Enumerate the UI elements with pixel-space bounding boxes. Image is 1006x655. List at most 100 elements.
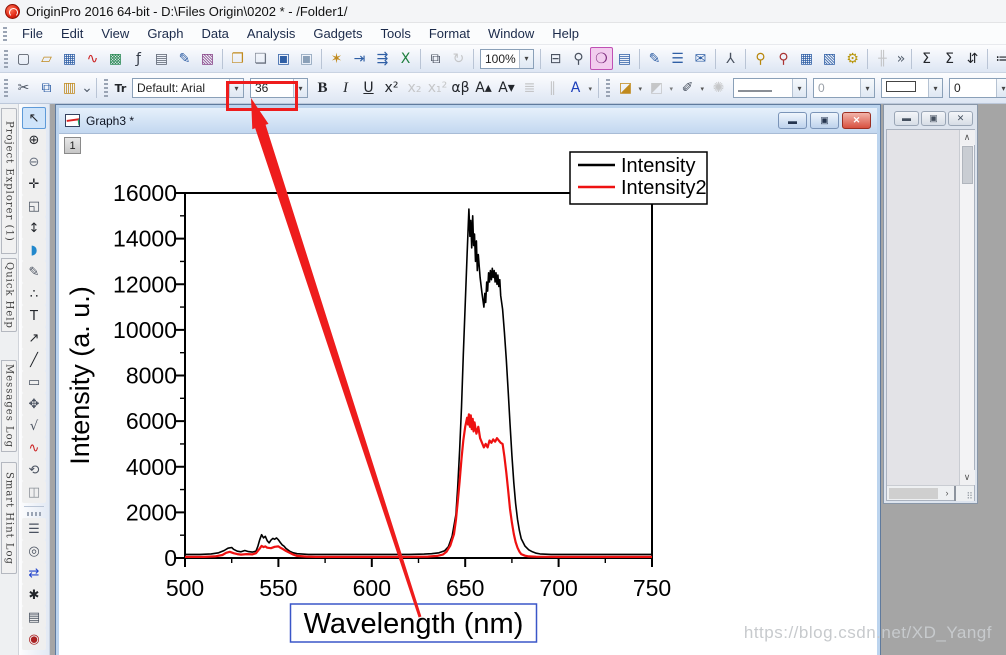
copy-icon[interactable]: ⧉	[35, 77, 58, 100]
graph-restore-button[interactable]: ▣	[810, 112, 839, 129]
border-combo-arrow-icon[interactable]: ▾	[928, 79, 942, 97]
align-objects-tool[interactable]: ☰	[22, 518, 46, 540]
cut-icon[interactable]: ✂	[12, 77, 35, 100]
stats-on-row-icon[interactable]: Σ	[938, 47, 961, 70]
sort-icon[interactable]: ⇵	[961, 47, 984, 70]
save-template-icon[interactable]: ▣	[295, 47, 318, 70]
annotation-tool[interactable]: ◱	[22, 195, 46, 217]
subscript-button[interactable]: x₂	[403, 77, 426, 100]
secondary-close-button[interactable]: ✕	[948, 110, 973, 126]
group-tool[interactable]: ✱	[22, 584, 46, 606]
menu-edit[interactable]: Edit	[60, 26, 84, 41]
new-folder-icon[interactable]: ▱	[35, 47, 58, 70]
horizontal-scrollbar[interactable]: ›	[887, 485, 974, 502]
new-matrix-icon[interactable]: ▩	[104, 47, 127, 70]
insert-graph-tool[interactable]: ∿	[22, 437, 46, 459]
menu-tools[interactable]: Tools	[380, 26, 411, 41]
results-log-icon[interactable]: ▤	[613, 47, 636, 70]
messages-window-icon[interactable]: ✉	[689, 47, 712, 70]
zoom-out-tool[interactable]: ⊖	[22, 151, 46, 173]
set-values-icon[interactable]: ≔	[991, 47, 1006, 70]
pointer-tool[interactable]: ↖	[22, 107, 46, 129]
new-project-icon[interactable]: ▢	[12, 47, 35, 70]
toolbar-overflow-icon[interactable]: »	[894, 47, 908, 70]
font-color-button[interactable]: A ▾	[564, 77, 592, 100]
customize-toolbar-icon[interactable]: ⚙	[841, 47, 864, 70]
new-notes-icon[interactable]: ✎	[173, 47, 196, 70]
font-size-combo[interactable]: 36 ▾	[250, 78, 308, 98]
superscript-button[interactable]: x²	[380, 77, 403, 100]
graph-minimize-button[interactable]: ▬	[778, 112, 807, 129]
resize-grip[interactable]	[956, 485, 974, 502]
mask-tool[interactable]: ◗	[22, 239, 46, 261]
italic-button[interactable]: I	[334, 77, 357, 100]
menu-gadgets[interactable]: Gadgets	[313, 26, 363, 41]
vertical-text-button[interactable]: ∥	[541, 77, 564, 100]
find-icon[interactable]: ⚲	[749, 47, 772, 70]
line-width-combo-arrow-icon[interactable]: ▾	[860, 79, 874, 97]
secondary-restore-button[interactable]: ▣	[921, 110, 946, 126]
menu-view[interactable]: View	[101, 26, 130, 41]
oval-tool[interactable]: ◎	[22, 540, 46, 562]
font-face-icon[interactable]: Tr	[112, 77, 129, 100]
new-workbook-icon[interactable]: ▦	[58, 47, 81, 70]
font-name-combo-arrow-icon[interactable]: ▾	[229, 79, 243, 97]
dock-tab-messages-log[interactable]: Messages Log	[1, 360, 17, 452]
screen-reader-tool[interactable]: ✛	[22, 173, 46, 195]
align-button[interactable]: ≣	[518, 77, 541, 100]
scroll-down-icon[interactable]: ∨	[959, 470, 975, 485]
fill-color-button[interactable]: ◪ ▾	[614, 77, 642, 100]
zoom-combo-arrow-icon[interactable]: ▾	[519, 49, 533, 68]
zoom-pan-icon[interactable]: ⚲	[772, 47, 795, 70]
new-graph-icon[interactable]: ∿	[81, 47, 104, 70]
zoom-combo[interactable]: 100% ▾	[480, 48, 534, 69]
pan-tool[interactable]: ✥	[22, 393, 46, 415]
equation-tool[interactable]: √	[22, 415, 46, 437]
menu-help[interactable]: Help	[552, 26, 580, 41]
import-ascii-icon[interactable]: ⇥	[348, 47, 371, 70]
dock-tab-smart-hint-log[interactable]: Smart Hint Log	[1, 462, 17, 574]
border-width-combo-arrow-icon[interactable]: ▾	[996, 79, 1006, 97]
graph-close-button[interactable]: ✕	[842, 112, 871, 129]
object-3d-tool[interactable]: ◫	[22, 481, 46, 503]
secondary-minimize-button[interactable]: ▬	[894, 110, 919, 126]
line-color-button[interactable]: ✐ ▾	[676, 77, 704, 100]
print-preview-icon[interactable]: ⚲	[567, 47, 590, 70]
vertical-scrollbar-thumb[interactable]	[961, 146, 973, 184]
graph-page[interactable]: 1 500 550 600 650 700 750 0 2000 4000 6000 8000 100…	[59, 134, 877, 655]
text-tool[interactable]: T	[22, 305, 46, 327]
glow-button[interactable]: ✺	[707, 77, 730, 100]
ruler-tool[interactable]: ▤	[22, 606, 46, 628]
spectrum-chart[interactable]: 500 550 600 650 700 750 0 2000 4000 6000 8000 10000…	[59, 134, 877, 655]
rectangle-tool[interactable]: ▭	[22, 371, 46, 393]
decrease-font-button[interactable]: A▾	[495, 77, 518, 100]
subsuperscript-button[interactable]: x₁²	[426, 77, 449, 100]
scroll-up-icon[interactable]: ∧	[959, 130, 975, 145]
rotate-tool[interactable]: ⟲	[22, 459, 46, 481]
horizontal-scrollbar-track[interactable]	[889, 487, 938, 499]
layer-1-badge[interactable]: 1	[64, 137, 81, 154]
vertical-scrollbar[interactable]: ∧ ∨	[959, 130, 975, 485]
line-style-combo[interactable]: ▾	[733, 78, 807, 98]
underline-button[interactable]: U	[357, 77, 380, 100]
open-template-icon[interactable]: ❏	[249, 47, 272, 70]
data-selector-tool[interactable]: ↕	[22, 217, 46, 239]
new-layout-icon[interactable]: ▤	[150, 47, 173, 70]
new-slide-icon[interactable]: ▧	[196, 47, 219, 70]
border-width-combo[interactable]: 0 ▾	[949, 78, 1006, 98]
command-window-icon[interactable]: ☰	[666, 47, 689, 70]
border-combo[interactable]: ▾	[881, 78, 943, 98]
scroll-right-icon[interactable]: ›	[945, 488, 949, 498]
script-window-icon[interactable]: ✎	[643, 47, 666, 70]
paste-icon[interactable]: ▥	[58, 77, 81, 100]
greek-button[interactable]: αβ	[449, 77, 472, 100]
font-name-combo[interactable]: Default: Arial ▾	[132, 78, 244, 98]
stats-on-column-icon[interactable]: Σ	[915, 47, 938, 70]
rerun-analysis-icon[interactable]: ↻	[447, 47, 470, 70]
clipboard-overflow-icon[interactable]: ⌄	[81, 77, 93, 100]
menu-file[interactable]: File	[22, 26, 43, 41]
pattern-button[interactable]: ◩ ▾	[645, 77, 673, 100]
import-wizard-icon[interactable]: ✶	[325, 47, 348, 70]
print-icon[interactable]: ⊟	[544, 47, 567, 70]
new-function-icon[interactable]: ƒ	[127, 47, 150, 70]
